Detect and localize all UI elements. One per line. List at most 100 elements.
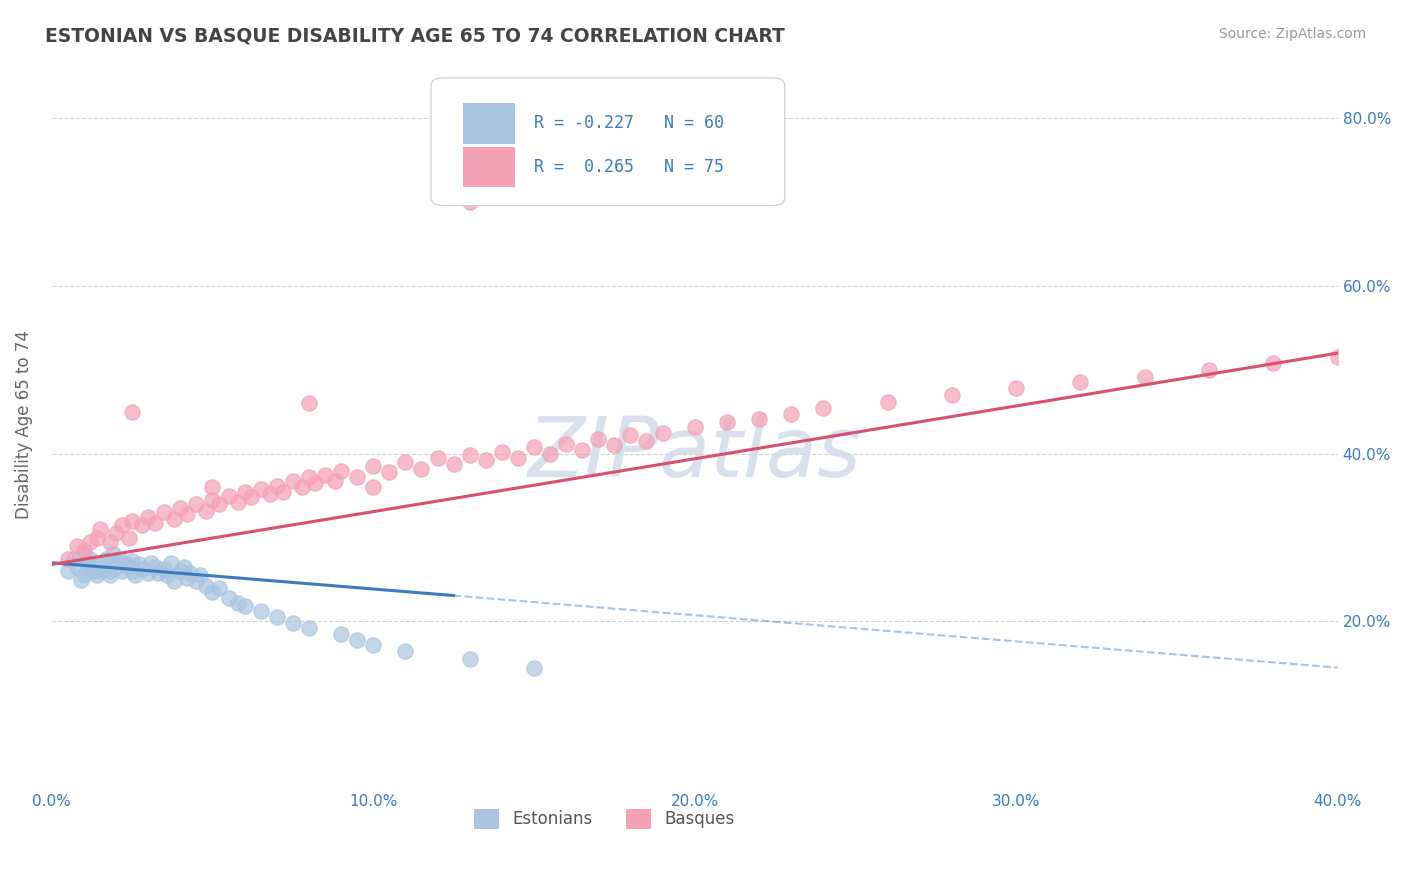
Point — [89, 556, 111, 570]
Point — [121, 554, 143, 568]
Point — [1133, 369, 1156, 384]
Point — [208, 497, 231, 511]
Point — [683, 420, 706, 434]
Point — [66, 539, 89, 553]
Text: ESTONIAN VS BASQUE DISABILITY AGE 65 TO 74 CORRELATION CHART: ESTONIAN VS BASQUE DISABILITY AGE 65 TO … — [45, 27, 785, 45]
Point — [291, 480, 314, 494]
Point — [179, 566, 201, 580]
Point — [176, 507, 198, 521]
Point — [143, 560, 166, 574]
Text: ZIPatlas: ZIPatlas — [527, 413, 862, 494]
Point — [330, 627, 353, 641]
Point — [281, 474, 304, 488]
Point — [163, 574, 186, 589]
Point — [159, 556, 181, 570]
Point — [426, 450, 449, 465]
Point — [131, 518, 153, 533]
Point — [121, 514, 143, 528]
Point — [56, 564, 79, 578]
Point — [73, 548, 96, 562]
Point — [298, 396, 321, 410]
Point — [69, 573, 91, 587]
Point — [323, 474, 346, 488]
Point — [271, 484, 294, 499]
Point — [619, 428, 641, 442]
Point — [411, 462, 433, 476]
Text: R = -0.227   N = 60: R = -0.227 N = 60 — [534, 114, 724, 132]
Point — [56, 551, 79, 566]
Point — [233, 599, 256, 614]
Point — [259, 487, 281, 501]
Point — [63, 551, 86, 566]
Point — [394, 644, 416, 658]
Text: R =  0.265   N = 75: R = 0.265 N = 75 — [534, 158, 724, 177]
Point — [111, 518, 134, 533]
Point — [114, 556, 136, 570]
Text: Source: ZipAtlas.com: Source: ZipAtlas.com — [1219, 27, 1367, 41]
Point — [780, 407, 803, 421]
Point — [813, 401, 835, 415]
Point — [458, 652, 481, 666]
Point — [146, 566, 169, 580]
Point — [163, 512, 186, 526]
Point — [73, 543, 96, 558]
Point — [233, 484, 256, 499]
Point — [636, 434, 658, 449]
Point — [651, 425, 673, 440]
Point — [98, 568, 121, 582]
Point — [491, 445, 513, 459]
Point — [941, 388, 963, 402]
Point — [240, 491, 263, 505]
Point — [523, 440, 546, 454]
Point — [361, 459, 384, 474]
Point — [111, 558, 134, 572]
Y-axis label: Disability Age 65 to 74: Disability Age 65 to 74 — [15, 330, 32, 519]
Point — [1198, 363, 1220, 377]
Point — [458, 449, 481, 463]
Point — [195, 504, 218, 518]
Point — [141, 556, 163, 570]
Point — [79, 560, 101, 574]
Point — [169, 564, 191, 578]
Point — [361, 480, 384, 494]
Point — [298, 621, 321, 635]
Point — [118, 531, 141, 545]
Legend: Estonians, Basques: Estonians, Basques — [468, 802, 741, 836]
Point — [105, 556, 128, 570]
Point — [111, 564, 134, 578]
Point — [458, 195, 481, 210]
Point — [586, 432, 609, 446]
Point — [91, 560, 114, 574]
Point — [66, 560, 89, 574]
FancyBboxPatch shape — [432, 78, 785, 205]
Point — [108, 551, 131, 566]
Point — [716, 415, 738, 429]
Point — [201, 492, 224, 507]
Point — [523, 660, 546, 674]
Point — [118, 560, 141, 574]
Point — [298, 470, 321, 484]
Point — [226, 596, 249, 610]
Point — [124, 568, 146, 582]
Point — [474, 453, 496, 467]
Point — [218, 591, 240, 605]
Point — [1069, 376, 1091, 390]
Point — [156, 568, 179, 582]
Point — [176, 571, 198, 585]
Point — [98, 564, 121, 578]
Point — [876, 394, 898, 409]
Point — [1005, 381, 1028, 395]
Point — [249, 604, 271, 618]
Point — [603, 438, 626, 452]
Point — [266, 478, 288, 492]
Point — [571, 442, 593, 457]
Point — [98, 534, 121, 549]
Point — [79, 551, 101, 566]
Point — [105, 560, 128, 574]
Point — [201, 585, 224, 599]
Point — [105, 526, 128, 541]
Point — [153, 562, 176, 576]
Point — [173, 560, 195, 574]
Point — [136, 509, 159, 524]
Point — [378, 465, 401, 479]
